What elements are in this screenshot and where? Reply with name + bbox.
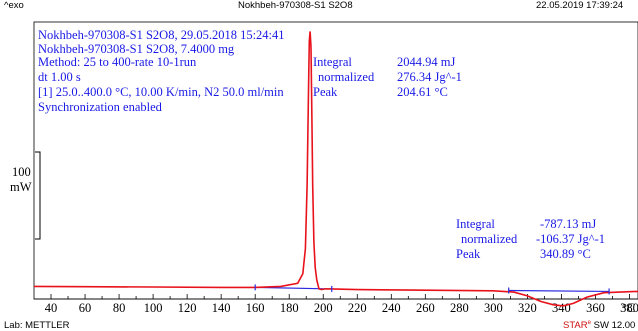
- footer-brand-mark: e: [587, 320, 591, 326]
- footer-lab: Lab: METTLER: [4, 320, 70, 331]
- scale-bar-value: 100: [12, 165, 31, 179]
- x-tick-label: 320: [518, 301, 537, 315]
- peak2-annotation: Integral -787.13 mJ normalized -106.37 J…: [456, 217, 605, 261]
- peak2-normalized-label: normalized: [461, 232, 518, 246]
- peak1-peak-value: 204.61 °C: [397, 85, 448, 99]
- x-tick-label: 280: [450, 301, 469, 315]
- footer-brand: STAR: [563, 320, 588, 331]
- peak2-normalized-value: -106.37 Jg^-1: [536, 232, 605, 246]
- integration-baseline: [508, 289, 610, 293]
- integration-limit-markers: [254, 284, 610, 295]
- peak2-integral-value: -787.13 mJ: [540, 217, 596, 231]
- x-tick-label: 80: [113, 301, 126, 315]
- x-axis-ticks: [50, 294, 630, 299]
- x-tick-label: 260: [416, 301, 435, 315]
- x-tick-label: 300: [484, 301, 503, 315]
- x-tick-label: 380: [620, 301, 638, 315]
- peak1-normalized-label: normalized: [318, 70, 375, 84]
- footer-software: STARe SW 12.00: [563, 320, 635, 331]
- header-timestamp: 22.05.2019 17:39:24: [536, 0, 624, 11]
- peak2-peak-label: Peak: [456, 247, 481, 261]
- info-line-dt: dt 1.00 s: [38, 70, 81, 84]
- info-line-sample-date: Nokhbeh-970308-S1 S2O8, 29.05.2018 15:24…: [38, 28, 285, 42]
- peak2-peak-value: 340.89 °C: [540, 247, 591, 261]
- x-tick-label: 100: [144, 301, 163, 315]
- header-exo-direction: ^exo: [4, 0, 24, 11]
- scale-bar-bracket: [35, 151, 41, 240]
- peak1-normalized-value: 276.34 Jg^-1: [397, 70, 462, 84]
- scale-bar-unit: mW: [10, 180, 32, 194]
- peak1-annotation: Integral 2044.94 mJ normalized 276.34 Jg…: [313, 55, 462, 99]
- x-axis-unit-label: °C: [622, 301, 635, 315]
- peak2-integral-label: Integral: [456, 217, 495, 231]
- info-line-sample-mass: Nokhbeh-970308-S1 S2O8, 7.4000 mg: [38, 42, 235, 56]
- method-info-block: Nokhbeh-970308-S1 S2O8, 29.05.2018 15:24…: [38, 28, 285, 114]
- info-line-sync: Synchronization enabled: [38, 100, 163, 114]
- x-tick-label: 360: [586, 301, 605, 315]
- peak1-integral-value: 2044.94 mJ: [397, 55, 455, 69]
- x-tick-label: 200: [314, 301, 333, 315]
- info-line-segment: [1] 25.0..400.0 °C, 10.00 K/min, N2 50.0…: [38, 85, 284, 99]
- x-axis-tick-labels: 40 60 80 100 120 140 160 180 200 220 240 260 280 300 3…: [45, 301, 638, 315]
- peak1-peak-label: Peak: [313, 85, 338, 99]
- peak1-integral-label: Integral: [313, 55, 352, 69]
- x-tick-label: 220: [348, 301, 367, 315]
- x-tick-label: 180: [280, 301, 299, 315]
- x-tick-label: 240: [382, 301, 401, 315]
- header-sample-name: Nokhbeh-970308-S1 S2O8: [238, 0, 353, 11]
- scale-bar: 100 mW: [10, 151, 41, 240]
- x-tick-label: 60: [79, 301, 92, 315]
- x-tick-label: 340: [552, 301, 571, 315]
- heat-flow-curve: [33, 31, 638, 307]
- x-tick-label: 120: [178, 301, 197, 315]
- footer-version: SW 12.00: [590, 320, 636, 331]
- x-tick-label: 40: [45, 301, 58, 315]
- x-tick-label: 160: [246, 301, 265, 315]
- info-line-method: Method: 25 to 400-rate 10-1run: [38, 55, 197, 69]
- x-tick-label: 140: [212, 301, 231, 315]
